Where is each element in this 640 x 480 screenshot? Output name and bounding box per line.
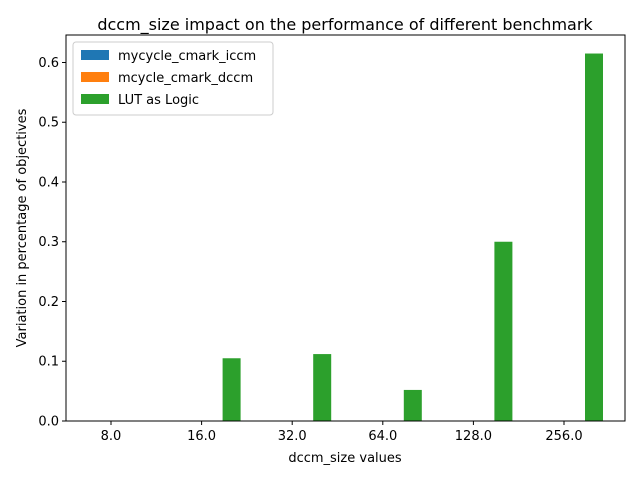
legend-swatch bbox=[81, 50, 109, 60]
bar-lut-as-logic-256.0 bbox=[585, 53, 603, 421]
bar-lut-as-logic-32.0 bbox=[313, 354, 332, 421]
plot-frame bbox=[65, 34, 626, 422]
y-tick-label: 0.5 bbox=[38, 116, 59, 131]
bar-lut-as-logic-64.0 bbox=[403, 389, 422, 421]
x-tick-label: 256.0 bbox=[545, 429, 582, 444]
x-tick-label: 16.0 bbox=[187, 429, 216, 444]
y-tick-label: 0.4 bbox=[38, 175, 59, 190]
y-axis: 0.0 0.1 0.2 0.3 0.4 0.5 0.6 bbox=[38, 56, 66, 430]
x-tick-label: 8.0 bbox=[101, 429, 122, 444]
x-tick-label: 128.0 bbox=[455, 429, 492, 444]
y-tick-label: 0.1 bbox=[38, 355, 59, 370]
chart-title: dccm_size impact on the performance of d… bbox=[97, 15, 593, 35]
x-tick-label: 32.0 bbox=[278, 429, 307, 444]
legend-entry-label: mycycle_cmark_iccm bbox=[118, 49, 256, 64]
y-axis-label: Variation in percentage of objectives bbox=[15, 108, 30, 347]
x-tick-label: 64.0 bbox=[368, 429, 397, 444]
legend-swatch bbox=[81, 94, 109, 104]
bar-lut-as-logic-16.0 bbox=[222, 358, 241, 421]
y-tick-label: 0.2 bbox=[38, 295, 59, 310]
y-tick-label: 0.0 bbox=[38, 415, 59, 430]
legend-entry-label: mcycle_cmark_dccm bbox=[118, 71, 253, 86]
legend: mycycle_cmark_iccm mcycle_cmark_dccm LUT a… bbox=[72, 41, 274, 116]
bar-lut-as-logic-128.0 bbox=[494, 241, 513, 421]
legend-entry-label: LUT as Logic bbox=[118, 93, 199, 108]
x-axis: 8.0 16.0 32.0 64.0 128.0 256.0 bbox=[101, 421, 583, 444]
x-axis-label: dccm_size values bbox=[288, 451, 402, 466]
y-tick-label: 0.6 bbox=[38, 56, 59, 71]
bars-group bbox=[222, 53, 603, 421]
y-tick-label: 0.3 bbox=[38, 235, 59, 250]
legend-swatch bbox=[81, 72, 109, 82]
legend-box bbox=[72, 41, 274, 116]
